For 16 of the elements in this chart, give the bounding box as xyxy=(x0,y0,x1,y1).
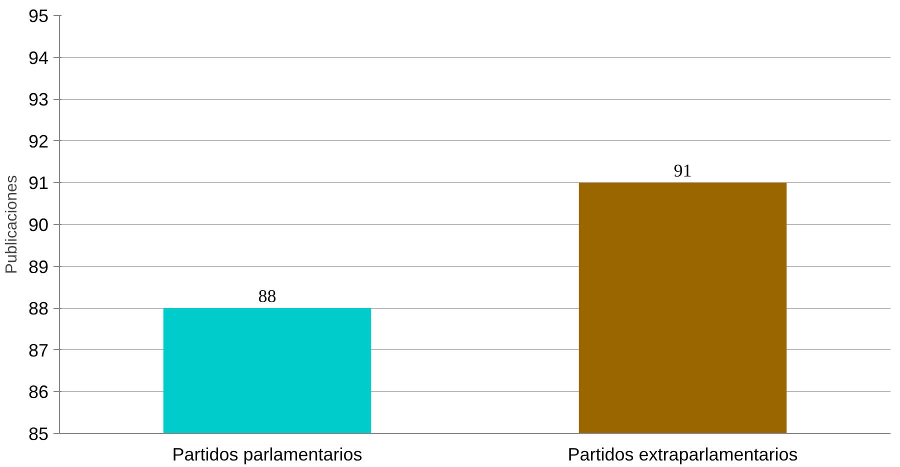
y-tick-label: 88 xyxy=(28,298,49,319)
x-tick-label: Partidos parlamentarios xyxy=(172,444,362,464)
y-axis-title: Publicaciones xyxy=(3,175,20,274)
y-tick-label: 94 xyxy=(28,48,49,68)
data-label: 88 xyxy=(258,286,276,306)
y-tick-label: 90 xyxy=(28,215,49,235)
y-tick-label: 85 xyxy=(28,424,49,444)
y-tick-label: 89 xyxy=(28,256,49,277)
y-tick-label: 87 xyxy=(28,340,49,360)
x-tick-label: Partidos extraparlamentarios xyxy=(568,444,798,464)
y-tick-label: 95 xyxy=(28,6,49,26)
y-tick-label: 92 xyxy=(28,131,49,152)
y-tick-label: 86 xyxy=(28,382,49,402)
y-tick-label: 93 xyxy=(28,90,49,110)
y-tick-label: 91 xyxy=(28,173,49,194)
data-label: 91 xyxy=(674,160,692,181)
